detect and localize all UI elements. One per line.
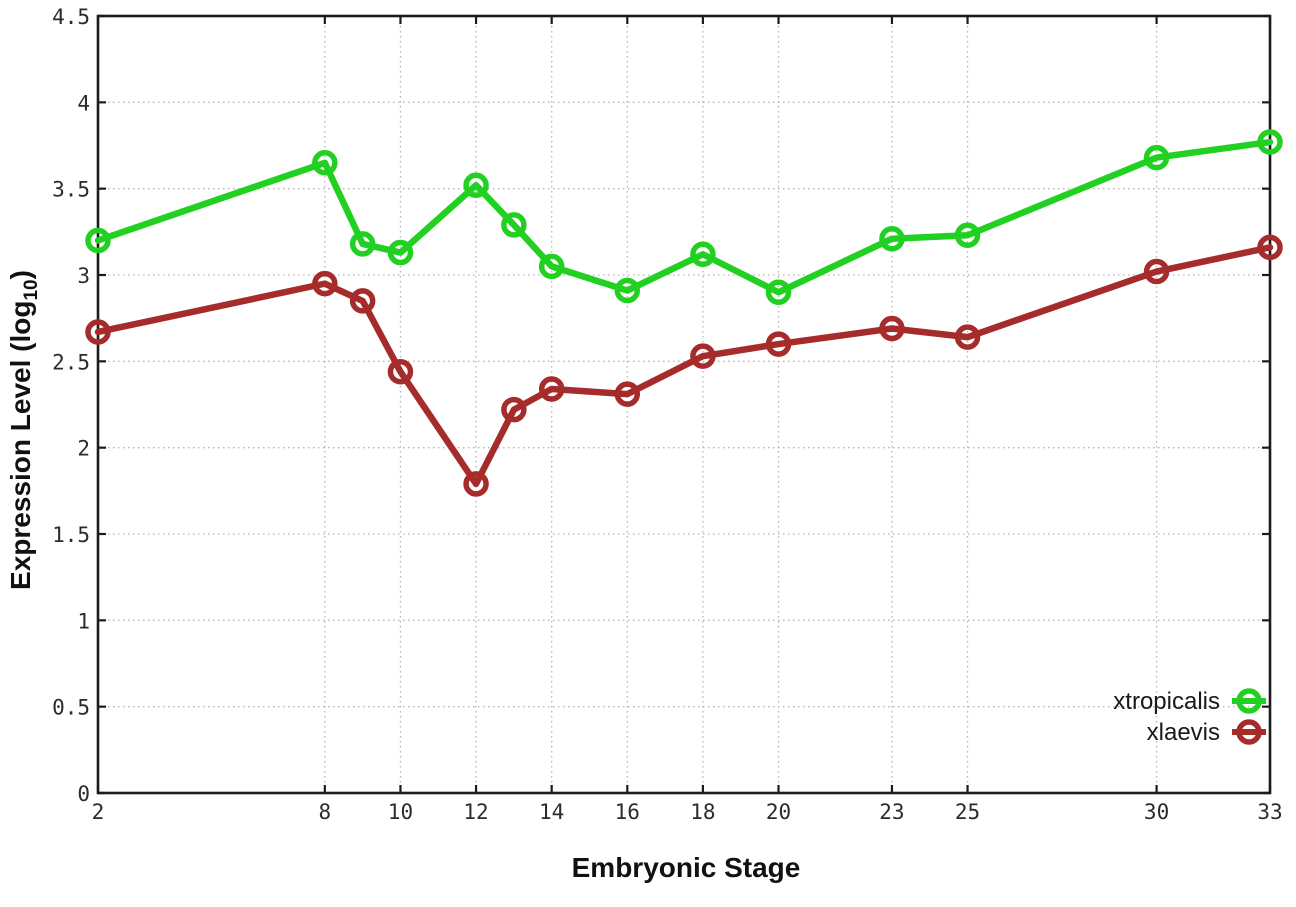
legend-samples xyxy=(1232,688,1266,745)
data-point-xtropicalis xyxy=(538,253,565,280)
data-point-xtropicalis xyxy=(85,227,111,254)
data-point-xtropicalis xyxy=(1143,144,1170,171)
y-axis-title: Expression Level (log10) xyxy=(5,270,42,590)
data-point-xtropicalis xyxy=(312,150,338,176)
x-tick-label: 16 xyxy=(615,800,640,824)
y-tick-label: 1.5 xyxy=(52,523,90,547)
y-tick-label: 4 xyxy=(77,91,90,115)
data-point-xtropicalis xyxy=(349,231,376,257)
legend-sample-marker-xtropicalis xyxy=(1236,688,1262,714)
y-axis-title-close: ) xyxy=(5,270,36,279)
y-tick-label: 0 xyxy=(77,782,90,806)
data-point-xtropicalis xyxy=(879,225,905,252)
legend-sample-marker-xlaevis xyxy=(1236,719,1262,745)
data-point-xlaevis xyxy=(954,324,981,350)
data-point-xtropicalis xyxy=(765,279,792,306)
legend-label-xlaevis: xlaevis xyxy=(1147,719,1220,746)
y-tick-label: 3 xyxy=(77,264,90,288)
data-point-xlaevis xyxy=(501,396,527,423)
x-tick-label: 8 xyxy=(319,800,332,824)
y-axis-title-subscript: 10 xyxy=(21,279,42,300)
series-line-xlaevis xyxy=(94,244,1274,488)
x-tick-label: 18 xyxy=(690,800,715,824)
x-tick-label: 25 xyxy=(955,800,980,824)
gridlines xyxy=(98,16,1270,793)
data-point-xlaevis xyxy=(1257,234,1283,261)
data-point-xlaevis xyxy=(85,319,111,345)
data-point-xtropicalis xyxy=(690,241,716,268)
axes: 2 8 10 12 14 16 18 20 23 25 30 33 0 0.5 1 1.5 2 2.5 3 3.5 4 4… xyxy=(52,5,1283,824)
data-point-xlaevis xyxy=(1143,258,1170,285)
y-tick-label: 3.5 xyxy=(52,178,90,202)
data-point-xlaevis xyxy=(614,381,641,407)
y-axis-title-main: Expression Level (log xyxy=(5,301,36,590)
y-tick-label: 1 xyxy=(77,609,90,633)
x-tick-label: 2 xyxy=(92,800,105,824)
x-tick-label: 30 xyxy=(1144,800,1169,824)
data-point-xlaevis xyxy=(538,376,565,402)
data-point-xlaevis xyxy=(765,331,792,357)
data-point-xlaevis xyxy=(349,288,376,314)
data-point-xlaevis xyxy=(690,343,716,369)
x-axis-title: Embryonic Stage xyxy=(572,852,801,883)
x-tick-label: 14 xyxy=(539,800,564,824)
data-point-xtropicalis xyxy=(614,277,641,304)
data-point-xtropicalis xyxy=(387,239,414,266)
x-tick-label: 10 xyxy=(388,800,413,824)
data-point-xtropicalis xyxy=(463,172,489,198)
data-point-xtropicalis xyxy=(1257,129,1283,155)
x-tick-label: 12 xyxy=(463,800,488,824)
series-line-xtropicalis xyxy=(94,138,1274,296)
plot-border xyxy=(96,14,1272,795)
y-tick-label: 4.5 xyxy=(52,5,90,29)
data-point-xtropicalis xyxy=(501,212,527,238)
x-tick-label: 33 xyxy=(1257,800,1282,824)
data-point-xlaevis xyxy=(879,315,905,342)
y-tick-label: 2 xyxy=(77,437,90,461)
data-point-xlaevis xyxy=(387,358,414,385)
y-tick-label: 2.5 xyxy=(52,350,90,374)
data-point-xtropicalis xyxy=(954,222,981,249)
data-series xyxy=(85,129,1283,497)
x-tick-label: 23 xyxy=(879,800,904,824)
legend-label-xtropicalis: xtropicalis xyxy=(1113,688,1220,715)
data-point-xlaevis xyxy=(312,270,338,297)
data-point-xlaevis xyxy=(463,471,489,497)
y-tick-label: 0.5 xyxy=(52,696,90,720)
x-tick-label: 20 xyxy=(766,800,791,824)
